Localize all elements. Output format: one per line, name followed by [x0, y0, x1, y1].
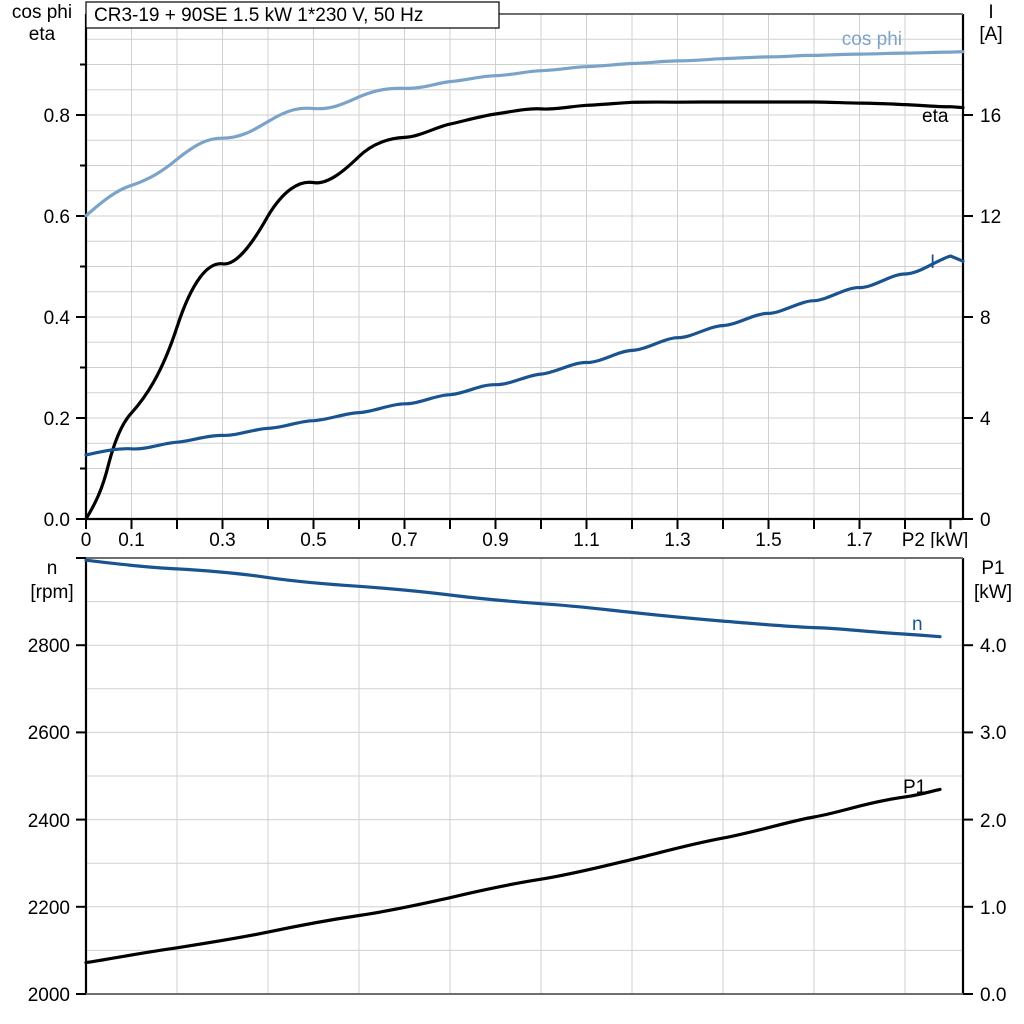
- top-right-tick-2: 8: [980, 308, 991, 329]
- curve-speed: [84, 558, 942, 639]
- top-x-tick-9: 1.7: [846, 530, 872, 548]
- top-right-tick-3: 12: [980, 207, 1001, 228]
- chart-title-box: [85, 1, 500, 29]
- top-chart-panel: cos phi eta I cos phi eta I [A] 0.0 0.2 …: [12, 1, 1003, 548]
- top-x-tick-6: 1.1: [573, 530, 599, 548]
- top-left-tick-2: 0.4: [44, 308, 71, 329]
- top-chart-gridlines: [86, 14, 963, 519]
- top-chart-svg: cos phi eta I cos phi eta I [A] 0.0 0.2 …: [12, 1, 1003, 548]
- bottom-left-axis-title-line1: n: [47, 558, 58, 579]
- series-label-eta: eta: [922, 106, 949, 127]
- top-x-tick-3: 0.5: [300, 530, 326, 548]
- series-label-p1: P1: [903, 777, 926, 798]
- curve-eta: [84, 100, 965, 521]
- top-x-tick-2: 0.3: [209, 530, 235, 548]
- bottom-chart-right-ticks: [963, 644, 973, 995]
- bottom-chart-gridlines: [86, 558, 963, 994]
- top-left-axis-title-line2: eta: [29, 24, 56, 45]
- top-x-tick-5: 0.9: [482, 530, 508, 548]
- chart-title: CR3-19 + 90SE 1.5 kW 1*230 V, 50 Hz: [94, 5, 423, 26]
- top-left-axis-title-line1: cos phi: [12, 2, 72, 23]
- top-left-tick-0: 0.0: [44, 510, 70, 531]
- bottom-left-axis-title-line2: [rpm]: [30, 582, 73, 603]
- top-left-tick-3: 0.6: [44, 207, 70, 228]
- top-right-tick-0: 0: [980, 510, 991, 531]
- top-x-tick-1: 0.1: [118, 530, 144, 548]
- top-right-tick-1: 4: [980, 409, 991, 430]
- bottom-right-axis-title-line1: P1: [981, 558, 1004, 579]
- top-left-tick-4: 0.8: [44, 106, 70, 127]
- top-right-axis-title-line2: [A]: [979, 24, 1002, 45]
- top-right-axis-title-line1: I: [988, 2, 993, 23]
- bottom-chart-frame: [84, 557, 965, 995]
- top-chart-right-ticks: [963, 114, 973, 520]
- bottom-right-axis-title-line2: [kW]: [974, 582, 1012, 603]
- top-x-tick-4: 0.7: [391, 530, 417, 548]
- top-chart-x-ticks: [85, 519, 952, 529]
- series-label-cos-phi: cos phi: [842, 29, 902, 50]
- series-label-speed: n: [912, 614, 923, 635]
- top-left-tick-1: 0.2: [44, 409, 70, 430]
- curve-p1: [84, 787, 942, 965]
- curve-current: [84, 254, 965, 457]
- bottom-left-tick-1: 2200: [28, 898, 70, 919]
- bottom-left-tick-0: 2000: [28, 985, 70, 1006]
- bottom-left-tick-2: 2400: [28, 811, 70, 832]
- series-label-current: I: [930, 252, 935, 273]
- bottom-right-tick-1: 1.0: [980, 898, 1006, 919]
- bottom-chart-svg: n P1 n [rpm] P1 [kW] 2000 2200 2400 2600…: [28, 557, 1012, 1006]
- bottom-right-tick-4: 4.0: [980, 636, 1006, 657]
- bottom-left-tick-3: 2600: [28, 723, 70, 744]
- bottom-right-tick-3: 3.0: [980, 723, 1006, 744]
- top-x-tick-8: 1.5: [755, 530, 781, 548]
- top-x-axis-title: P2 [kW]: [902, 530, 969, 548]
- top-x-tick-0: 0: [81, 530, 92, 548]
- bottom-chart-left-ticks: [76, 557, 86, 995]
- top-chart-left-ticks: [76, 63, 86, 520]
- top-right-tick-4: 16: [980, 106, 1001, 127]
- bottom-right-tick-2: 2.0: [980, 811, 1006, 832]
- bottom-right-tick-0: 0.0: [980, 985, 1006, 1006]
- curve-cos-phi: [84, 50, 965, 218]
- top-x-tick-7: 1.3: [664, 530, 690, 548]
- bottom-chart-panel: n P1 n [rpm] P1 [kW] 2000 2200 2400 2600…: [0, 548, 1024, 1024]
- bottom-left-tick-4: 2800: [28, 636, 70, 657]
